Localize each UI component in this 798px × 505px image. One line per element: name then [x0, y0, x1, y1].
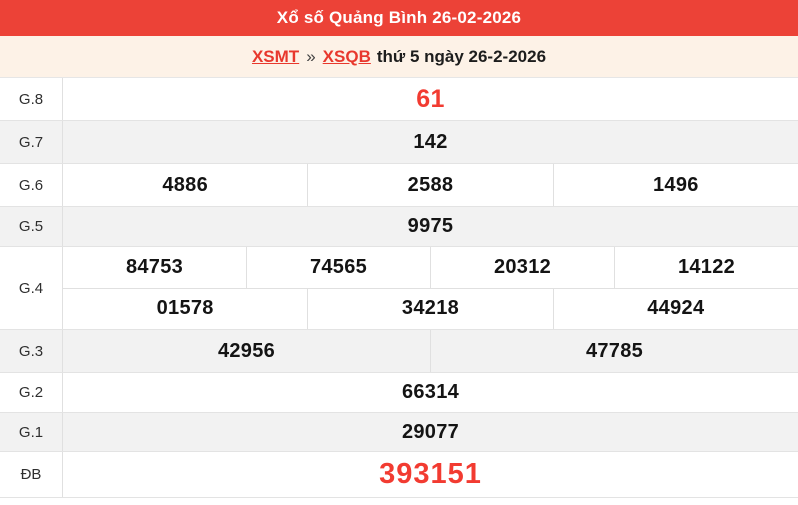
prize-row-g2: G.2 66314 — [0, 373, 798, 413]
prize-number: 14122 — [614, 247, 798, 288]
prize-row-g6: G.6 4886 2588 1496 — [0, 164, 798, 207]
breadcrumb-link-xsqb[interactable]: XSQB — [322, 46, 371, 66]
prize-number: 20312 — [430, 247, 614, 288]
prize-row-db: ĐB 393151 — [0, 452, 798, 498]
prize-number: 42956 — [217, 339, 276, 362]
prize-number: 74565 — [246, 247, 430, 288]
prize-number: 2588 — [307, 164, 552, 206]
title-bar: Xổ số Quảng Bình 26-02-2026 — [0, 0, 798, 36]
prize-number: 29077 — [401, 420, 460, 443]
prize-row-g5: G.5 9975 — [0, 207, 798, 247]
prize-row-g4: G.4 84753 74565 20312 14122 01578 34218 … — [0, 247, 798, 330]
results-table: G.8 61 G.7 142 G.6 4886 2588 1496 — [0, 78, 798, 505]
prize-number: 01578 — [156, 297, 214, 320]
prize-number: 393151 — [379, 458, 482, 490]
breadcrumb-separator: » — [306, 46, 316, 66]
breadcrumb: XSMT » XSQB thứ 5 ngày 26-2-2026 — [0, 36, 798, 78]
prize-number: 47785 — [430, 330, 798, 372]
prize-number: 44924 — [552, 288, 798, 329]
page-title: Xổ số Quảng Bình 26-02-2026 — [276, 8, 522, 27]
prize-label: G.2 — [18, 384, 44, 401]
prize-row-g8: G.8 61 — [0, 78, 798, 121]
prize-row-g1: G.1 29077 — [0, 413, 798, 452]
breadcrumb-link-xsmt[interactable]: XSMT — [251, 46, 300, 66]
prize-number: 1496 — [552, 164, 798, 206]
prize-label: ĐB — [20, 466, 42, 483]
prize-row-g7: G.7 142 — [0, 121, 798, 164]
prize-number: 9975 — [407, 215, 454, 237]
prize-number: 66314 — [401, 381, 460, 403]
prize-label: G.6 — [18, 176, 44, 194]
prize-number: 84753 — [125, 255, 184, 278]
prize-label: G.1 — [18, 423, 44, 441]
prize-label: G.4 — [18, 279, 44, 297]
prize-label: G.7 — [18, 133, 44, 151]
prize-label: G.8 — [18, 90, 44, 108]
prize-label: G.3 — [18, 342, 44, 360]
breadcrumb-date: thứ 5 ngày 26-2-2026 — [376, 46, 547, 66]
prize-number: 142 — [413, 130, 448, 153]
prize-number: 34218 — [307, 288, 552, 329]
prize-row-g3: G.3 42956 47785 — [0, 330, 798, 373]
prize-number: 61 — [416, 84, 445, 113]
prize-label: G.5 — [18, 218, 44, 235]
prize-number: 4886 — [162, 173, 209, 196]
